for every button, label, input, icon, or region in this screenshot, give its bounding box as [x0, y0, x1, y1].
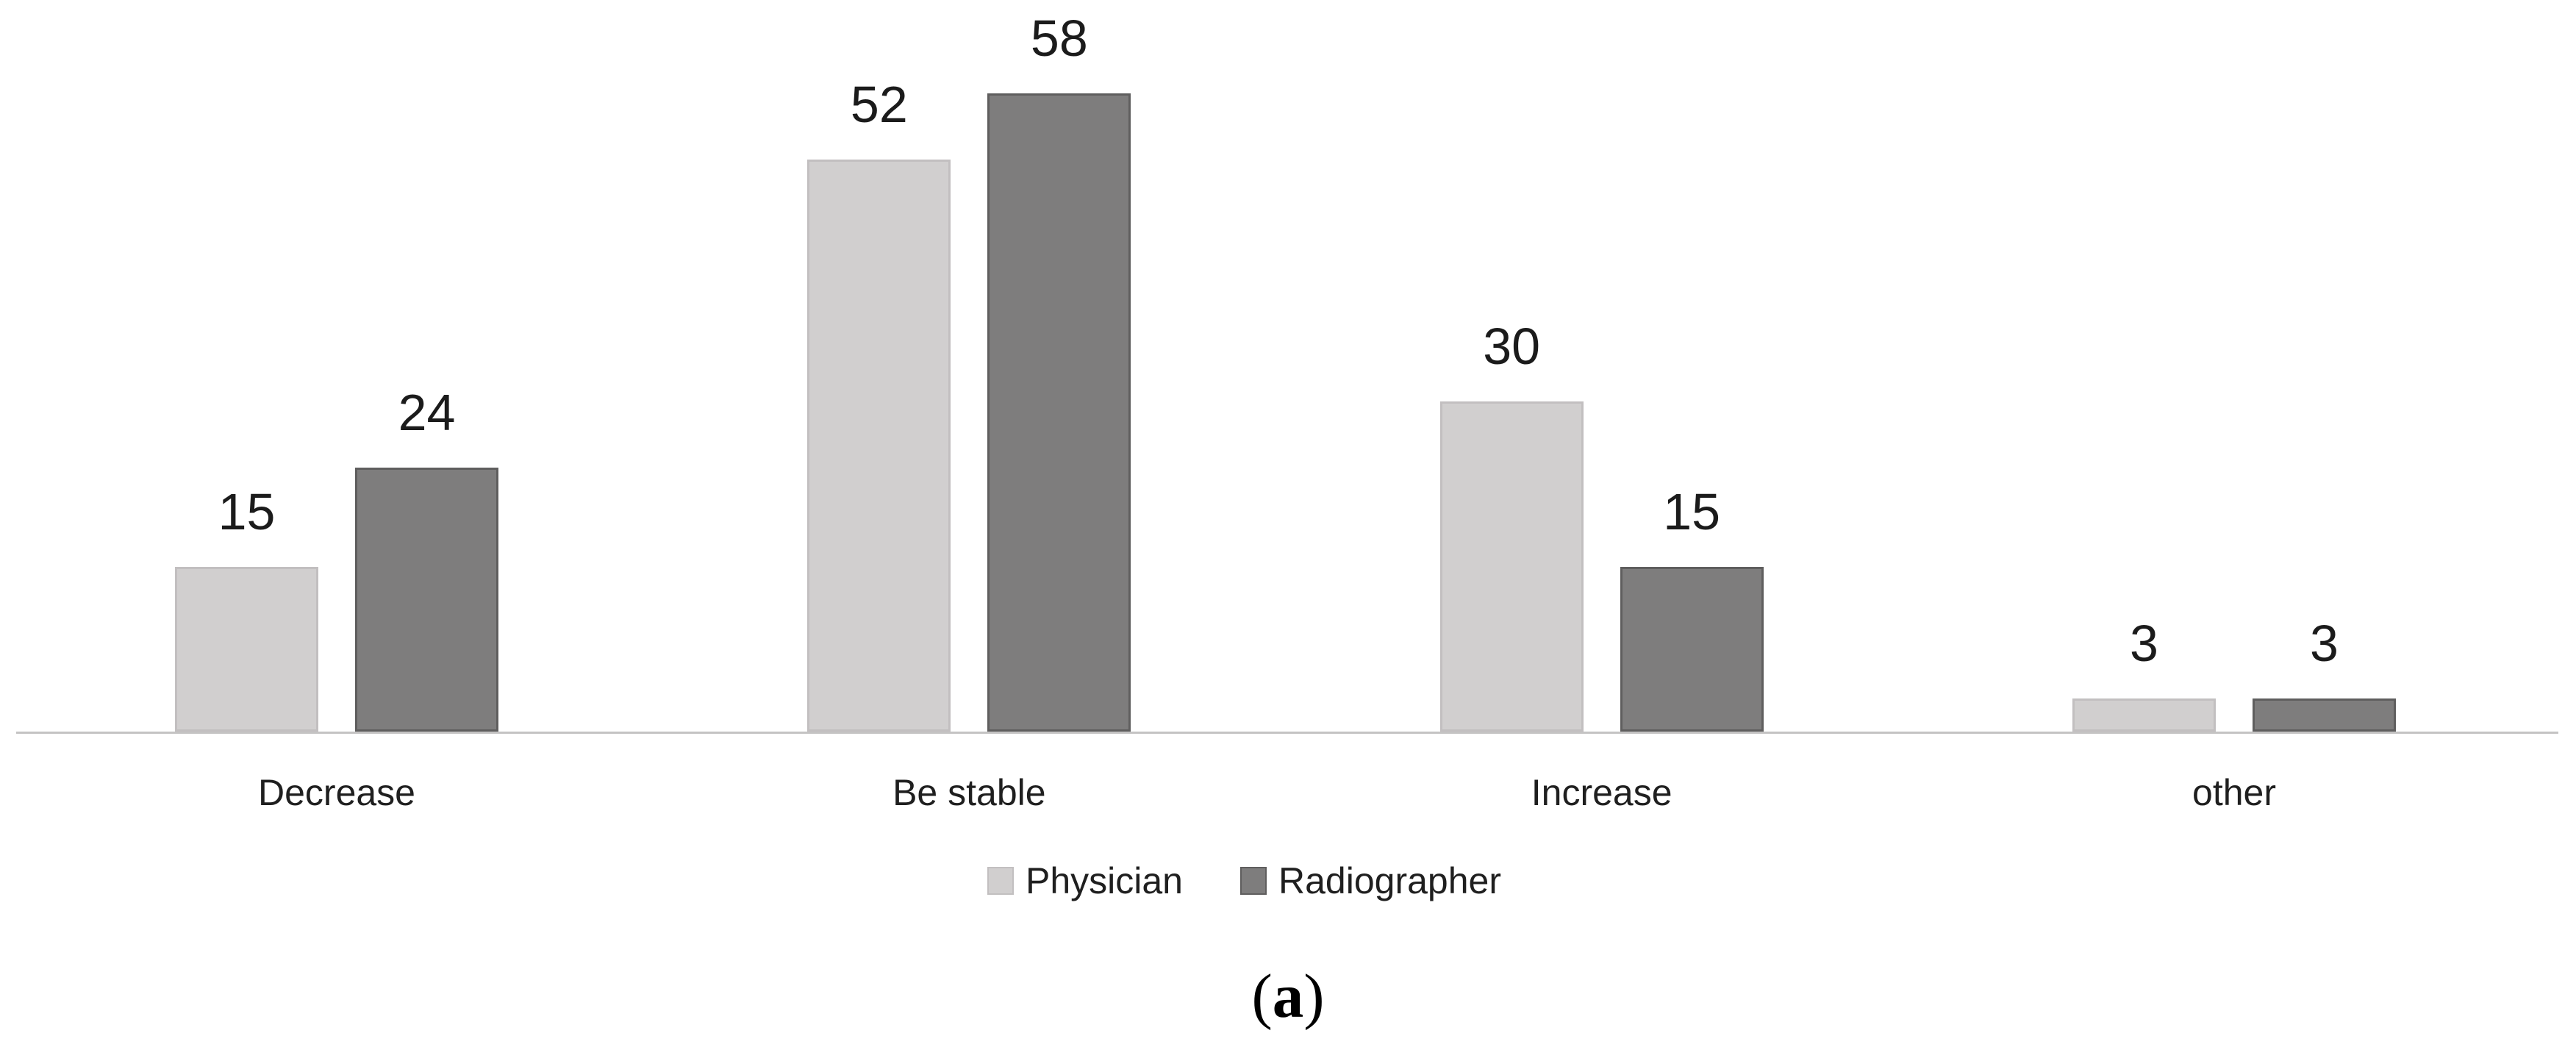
legend-swatch-physician	[987, 867, 1014, 895]
category-label-decrease: Decrease	[258, 772, 415, 813]
caption-letter: a	[1272, 962, 1304, 1031]
category-label-increase: Increase	[1531, 772, 1672, 813]
legend-label-physician: Physician	[1026, 860, 1183, 901]
value-label-radiographer-increase: 15	[1663, 483, 1721, 540]
value-label-radiographer-other: 3	[2310, 615, 2339, 672]
bar-radiographer-decrease	[355, 468, 498, 732]
value-label-physician-decrease: 15	[218, 483, 276, 540]
bar-physician-be-stable	[807, 160, 951, 732]
bar-physician-decrease	[175, 567, 318, 732]
category-label-be-stable: Be stable	[892, 772, 1046, 813]
caption-paren-open: (	[1251, 962, 1273, 1031]
x-axis-baseline	[16, 732, 2558, 734]
legend-label-radiographer: Radiographer	[1278, 860, 1501, 901]
bar-radiographer-be-stable	[987, 93, 1131, 732]
category-label-other: other	[2192, 772, 2276, 813]
bar-physician-other	[2072, 698, 2216, 732]
legend-item-physician: Physician	[987, 857, 1183, 904]
value-label-physician-increase: 30	[1483, 318, 1541, 375]
legend-item-radiographer: Radiographer	[1240, 857, 1501, 904]
bar-radiographer-increase	[1620, 567, 1764, 732]
chart-legend: Physician Radiographer	[987, 857, 1501, 904]
legend-swatch-radiographer	[1240, 867, 1267, 895]
bar-radiographer-other	[2253, 698, 2396, 732]
value-label-radiographer-decrease: 24	[398, 384, 456, 441]
value-label-physician-other: 3	[2130, 615, 2158, 672]
caption-paren-close: )	[1303, 962, 1325, 1031]
value-label-radiographer-be-stable: 58	[1030, 10, 1088, 67]
value-label-physician-be-stable: 52	[850, 76, 908, 133]
bar-physician-increase	[1439, 401, 1584, 732]
figure-caption: (a)	[0, 956, 2576, 1037]
